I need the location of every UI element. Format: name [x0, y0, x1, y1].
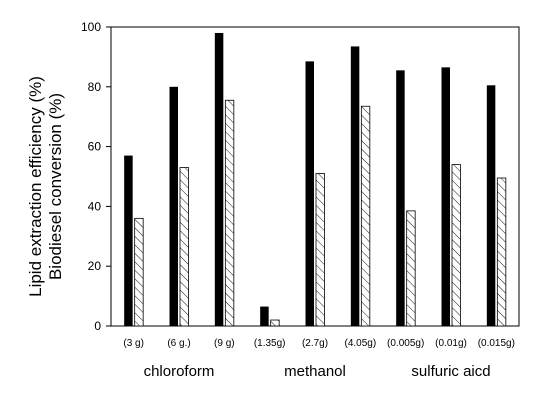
- y-tick-label: 100: [81, 20, 101, 34]
- x-tick-label: (0.005g): [387, 338, 424, 349]
- bar-conversion-8: [496, 177, 507, 327]
- y-tick-label: 80: [88, 80, 102, 94]
- bar-extraction-3: [260, 306, 269, 326]
- bar-extraction-4: [305, 61, 314, 326]
- x-tick-label: (6 g.): [167, 338, 190, 349]
- group-label: methanol: [284, 363, 346, 380]
- x-tick-label: (0.015g): [478, 338, 515, 349]
- x-tick-label: (9 g): [214, 338, 235, 349]
- plot-border: [110, 26, 520, 327]
- y-tick-label: 0: [94, 319, 101, 333]
- x-tick-label: (3 g): [123, 338, 144, 349]
- y-tick-label: 60: [88, 140, 102, 154]
- bar-extraction-6: [396, 70, 405, 326]
- group-label: sulfuric aicd: [411, 363, 490, 380]
- y-axis-title-line: Lipid extraction efficiency (%): [26, 76, 45, 297]
- bar-extraction-5: [350, 46, 360, 327]
- x-tick-labels: (3 g) (6 g.) (9 g) (1.35g) (2.7g) (4.05g) (0.0…: [123, 338, 515, 349]
- y-tick-label: 20: [88, 259, 102, 273]
- bar-conversion-5: [360, 105, 371, 327]
- bar-conversion-7: [451, 164, 461, 327]
- bar-extraction-7: [441, 67, 450, 327]
- bar-conversion-0: [134, 217, 144, 327]
- bar-extraction-8: [486, 85, 496, 327]
- group-labels: chloroform methanol sulfuric aicd: [144, 363, 491, 380]
- bar-conversion-3: [270, 319, 280, 327]
- plot-frame: [110, 26, 520, 327]
- bar-conversion-6: [406, 210, 416, 327]
- y-axis-title-line: Biodiesel conversion (%): [46, 93, 65, 280]
- bar-conversion-1: [179, 167, 189, 327]
- x-tick-label: (1.35g): [254, 338, 286, 349]
- bar-extraction-0: [124, 155, 133, 326]
- bar-conversion-2: [224, 99, 235, 327]
- bars: [124, 32, 507, 327]
- bar-extraction-2: [214, 32, 224, 326]
- x-tick-label: (4.05g): [344, 338, 376, 349]
- y-axis: 0 20 40 60 80 100: [81, 20, 111, 333]
- y-axis-title: Lipid extraction efficiency (%) Biodiesel…: [26, 76, 65, 297]
- bar-extraction-1: [169, 86, 178, 326]
- y-tick-label: 40: [88, 199, 102, 213]
- x-tick-label: (0.01g): [435, 338, 467, 349]
- bar-conversion-4: [315, 173, 325, 327]
- group-label: chloroform: [144, 363, 215, 380]
- x-tick-label: (2.7g): [302, 338, 328, 349]
